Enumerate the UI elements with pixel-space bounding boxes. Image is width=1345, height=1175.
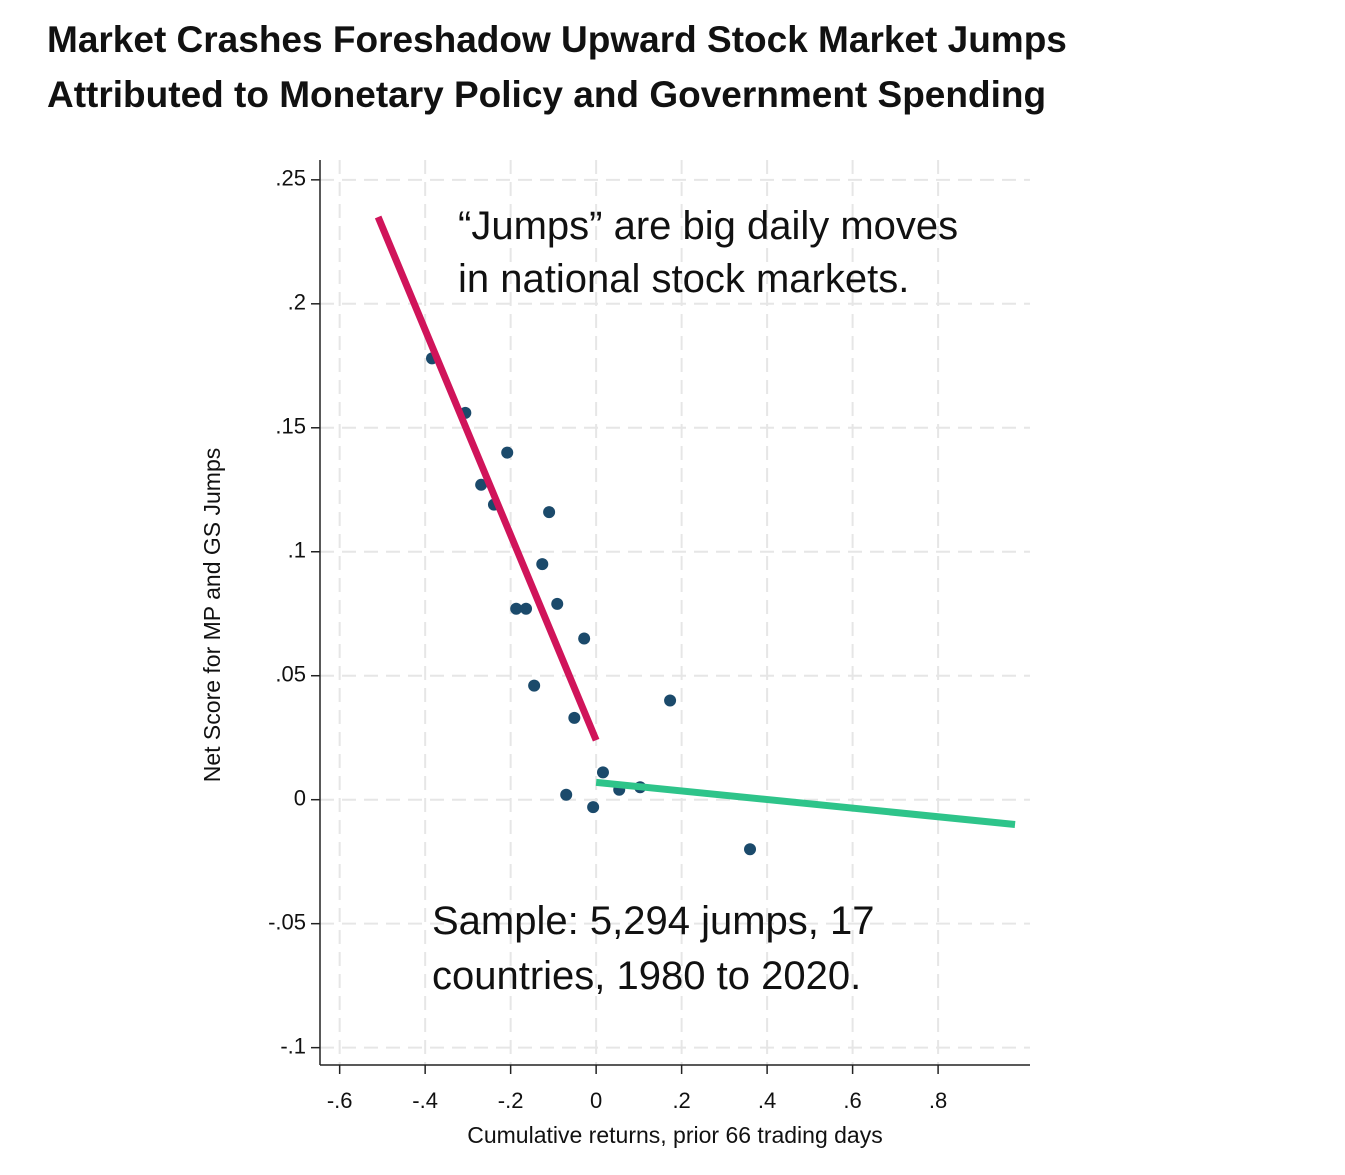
x-tick-label: .8 — [929, 1088, 947, 1113]
x-tick-label: .2 — [672, 1088, 690, 1113]
scatter-point — [587, 801, 600, 814]
scatter-point — [596, 766, 609, 779]
y-tick-label: .15 — [275, 414, 306, 439]
y-tick-label: 0 — [294, 786, 306, 811]
scatter-point — [536, 558, 549, 571]
annotation: in national stock markets. — [458, 257, 909, 301]
y-tick-label: .25 — [275, 166, 306, 191]
scatter-point — [543, 506, 556, 519]
y-axis-label: Net Score for MP and GS Jumps — [199, 448, 225, 783]
scatter-point — [520, 602, 533, 615]
chart-title: Attributed to Monetary Policy and Govern… — [47, 74, 1046, 115]
fit-line — [595, 778, 1016, 828]
annotation: “Jumps” are big daily moves — [458, 204, 958, 248]
annotation: Sample: 5,294 jumps, 17 — [432, 899, 874, 943]
fit-line — [374, 215, 600, 742]
scatter-point — [475, 478, 488, 491]
scatter-point — [560, 788, 573, 801]
scatter-point — [528, 679, 541, 692]
annotation: countries, 1980 to 2020. — [432, 954, 861, 998]
scatter-point — [551, 597, 564, 610]
x-tick-label: -.2 — [498, 1088, 524, 1113]
grid: -.1 -.05 0 .05 .1 .15 .2 .25 -.6 -.4 -.2 0 .2 .4 .6 .8 — [268, 160, 1030, 1113]
x-tick-label: 0 — [590, 1088, 602, 1113]
scatter-point — [664, 694, 677, 707]
y-tick-label: .1 — [288, 538, 306, 563]
y-tick-label: -.05 — [268, 909, 306, 934]
x-tick-label: -.4 — [412, 1088, 438, 1113]
y-tick-label: -.1 — [280, 1033, 306, 1058]
chart-title: Market Crashes Foreshadow Upward Stock M… — [47, 19, 1067, 60]
scatter-point — [568, 711, 581, 724]
x-axis-label: Cumulative returns, prior 66 trading day… — [467, 1122, 882, 1148]
scatter-point — [510, 602, 523, 615]
y-tick-label: .2 — [288, 290, 306, 315]
x-tick-label: .6 — [843, 1088, 861, 1113]
x-tick-label: .4 — [758, 1088, 776, 1113]
scatter-point — [744, 843, 757, 856]
x-tick-label: -.6 — [327, 1088, 353, 1113]
plot-area — [374, 215, 1016, 856]
scatter-point — [501, 446, 514, 459]
scatter-point — [578, 632, 591, 645]
y-tick-label: .05 — [275, 662, 306, 687]
